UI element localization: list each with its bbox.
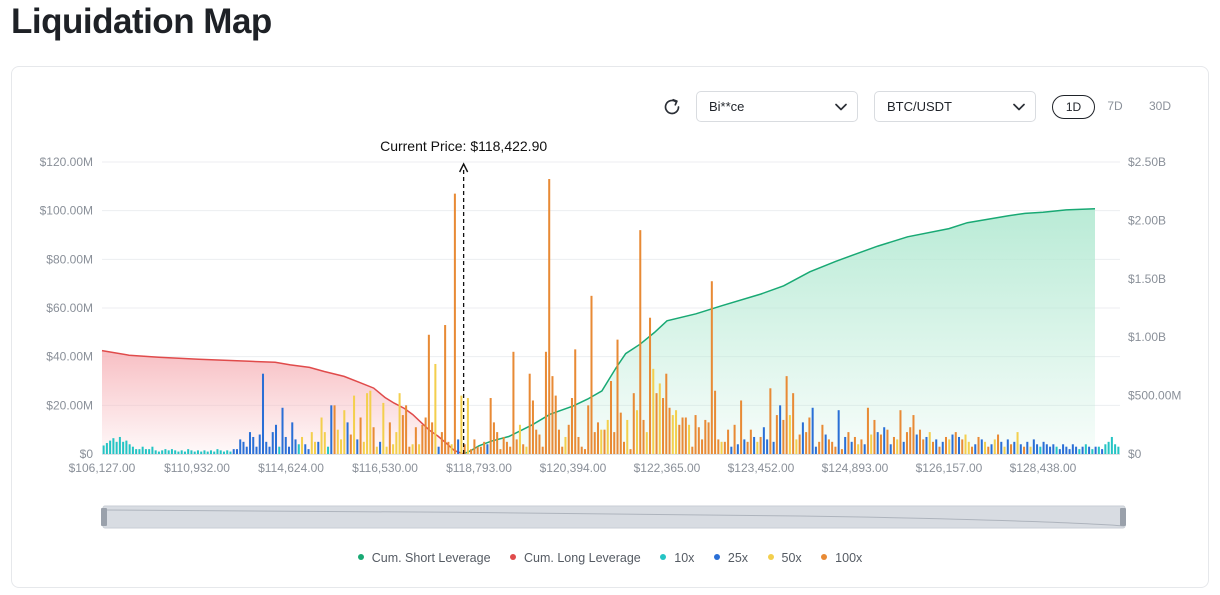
legend-item-25x[interactable]: 25x (713, 551, 749, 565)
page-title: Liquidation Map (11, 2, 272, 41)
pair-select-value: BTC/USDT (887, 99, 952, 114)
exchange-select[interactable]: Bi**ce (696, 91, 858, 122)
exchange-select-value: Bi**ce (709, 99, 745, 114)
chart-legend: Cum. Short Leverage Cum. Long Leverage 1… (0, 551, 1220, 565)
legend-label: Cum. Short Leverage (371, 551, 491, 565)
period-1d-button[interactable]: 1D (1052, 95, 1095, 119)
legend-item-50x[interactable]: 50x (767, 551, 802, 565)
chevron-down-icon (1013, 103, 1025, 111)
chevron-down-icon (835, 103, 847, 111)
range-slider-right-handle[interactable] (1120, 508, 1126, 526)
legend-label: 25x (727, 551, 749, 565)
legend-label: 100x (835, 551, 863, 565)
refresh-icon[interactable] (661, 96, 683, 118)
period-30d-button[interactable]: 30D (1148, 99, 1171, 113)
legend-item-100x[interactable]: 100x (821, 551, 862, 565)
range-slider-left-handle[interactable] (101, 508, 107, 526)
legend-label: 10x (674, 551, 695, 565)
legend-label: 50x (781, 551, 802, 565)
range-slider-track[interactable] (102, 505, 1126, 529)
period-7d-button[interactable]: 7D (1107, 99, 1123, 113)
pair-select[interactable]: BTC/USDT (874, 91, 1036, 122)
legend-label: Cum. Long Leverage (524, 551, 641, 565)
legend-item-cum-short[interactable]: Cum. Short Leverage (357, 551, 491, 565)
legend-item-cum-long[interactable]: Cum. Long Leverage (510, 551, 641, 565)
legend-item-10x[interactable]: 10x (660, 551, 694, 565)
